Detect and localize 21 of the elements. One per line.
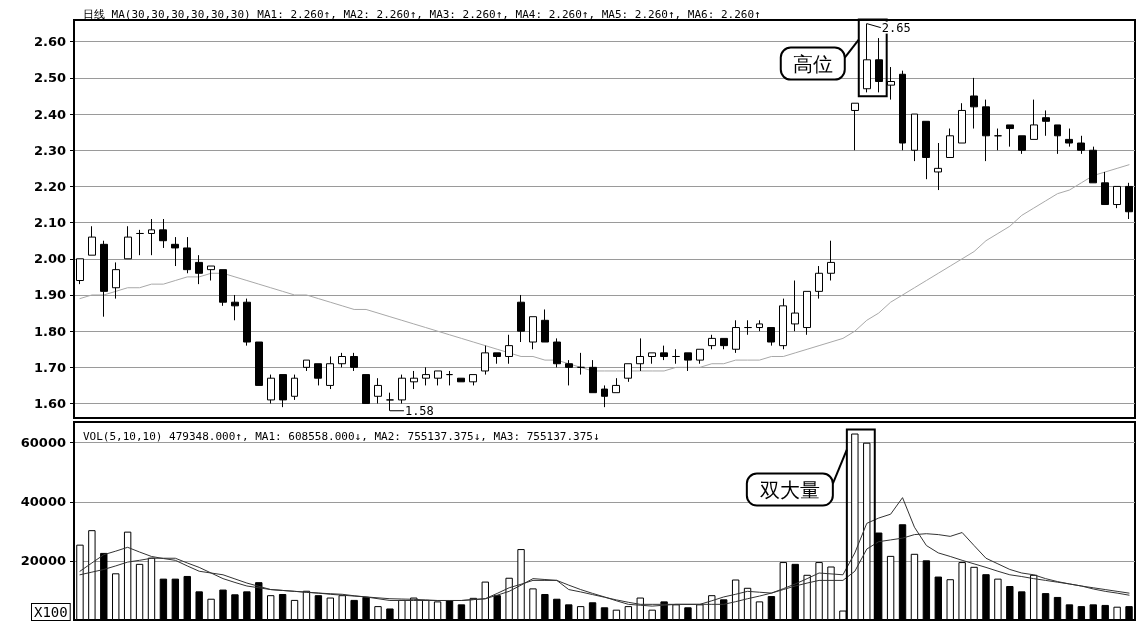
text: X100 [34,604,68,620]
chart-title: 日线 MA(30,30,30,30,30,30) MA1: 2.260↑, MA2: 2.260↑, MA3: 2.260↑, MA4: 2.260↑, MA5: 2.260↑, MA6: 2.260↑ [83,8,761,21]
y-tick-label: 60000 [20,435,66,451]
y-tick-label: 1.70 [33,359,66,375]
y-tick-label: 2.60 [33,34,66,50]
y-tick-label: 40000 [20,494,66,510]
y-tick-label: 1.60 [33,396,66,412]
y-tick-label: 2.20 [33,178,66,194]
y-tick-label: 1.80 [33,323,66,339]
y-tick-label: 2.00 [33,251,66,267]
y-tick-label: 2.50 [33,70,66,86]
y-tick-label: 2.40 [33,106,66,122]
annotation: 2.65 [881,20,911,35]
annotation: 1.58 [404,403,434,418]
text: VOL(5,10,10) 479348.000↑, MA1: 608558.000↓, MA2: 755137.375↓, MA3: 755137.375↓ [83,430,600,443]
y-tick-label: 2.10 [33,215,66,231]
y-tick-label: 1.90 [33,287,66,303]
y-tick-label: 20000 [20,553,66,569]
annotation: 高位 [792,51,833,76]
y-tick-label: 2.30 [33,142,66,158]
annotation: 双大量 [759,477,820,502]
